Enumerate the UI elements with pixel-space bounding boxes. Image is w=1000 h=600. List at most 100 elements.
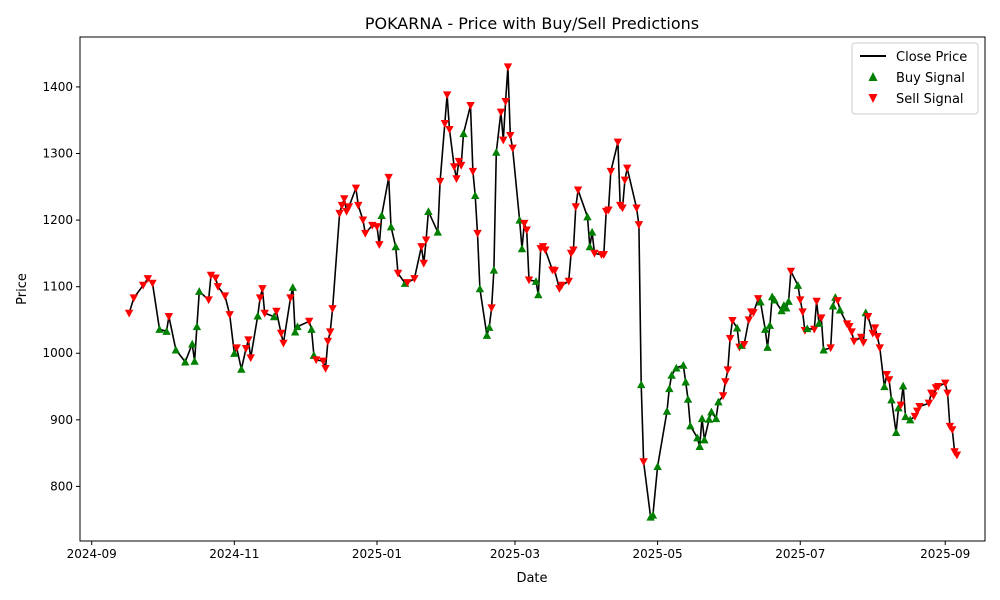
buy-signal-marker [765,321,775,329]
sell-signal-marker [138,281,148,290]
sell-signal-marker [739,341,749,349]
sell-signal-marker [456,161,466,170]
sell-signal-marker [129,294,138,303]
buy-signal-marker [237,365,246,373]
sell-signal-marker [340,195,349,203]
buy-signal-marker [732,323,742,332]
buy-signal-marker [760,325,770,333]
buy-signal-marker [253,311,262,320]
sell-signal-marker [487,304,496,313]
sell-signal-marker [466,102,475,110]
y-tick-label: 900 [50,413,73,427]
sell-signal-marker [723,366,732,375]
buy-signal-marker [155,325,164,333]
x-axis: 2024-09 2024-11 2025-01 2025-03 2025-05 2025-… [67,541,970,561]
sell-signal-marker [328,305,337,313]
sell-signal-marker [623,164,632,173]
sell-signal-marker [220,292,230,301]
y-axis: 800 900 1000 1100 1200 1300 1400 [42,80,80,493]
sell-signal-marker [613,138,623,147]
buy-signal-marker [756,297,765,306]
buy-signal-marker [583,212,592,221]
legend: Close Price Buy Signal Sell Signal [851,42,979,115]
sell-signal-marker [279,339,288,348]
sell-signal-marker [557,281,566,290]
buy-signal-marker [288,283,298,291]
sell-signal-marker [875,344,884,353]
buy-signal-marker [707,407,716,416]
buy-signal-marker [887,395,896,404]
sell-signal-marker [833,297,842,305]
buy-signal-marker [307,325,316,333]
sell-signal-marker [225,311,234,319]
sell-signal-marker [417,243,426,251]
sell-signal-marker [847,328,856,337]
sell-signal-marker [255,294,265,303]
buy-signal-marker [693,433,702,442]
sell-signal-marker [941,379,950,388]
buy-signal-marker [195,287,204,295]
sell-signal-marker [718,392,728,401]
sell-signal-marker [550,267,559,275]
sell-signal-marker [311,356,321,365]
legend-sell-label: Sell Signal [896,92,964,107]
sell-signal-marker [337,201,347,210]
sell-signal-marker [473,229,482,238]
buy-signal-marker [672,363,681,372]
buy-signal-marker [880,382,889,391]
buy-signal-marker [269,312,279,321]
legend-box [851,42,979,115]
plot-frame [79,36,986,542]
sell-signal-marker [276,329,286,338]
buy-signal-marker [679,361,688,369]
sell-signal-marker [286,294,295,303]
buy-signal-marker [901,412,910,421]
sell-signal-marker [206,271,216,280]
sell-signal-marker [870,324,880,333]
buy-signal-marker [386,222,396,231]
sell-signal-marker [164,313,174,321]
y-tick-label: 1000 [42,346,73,360]
sell-signal-marker [810,325,819,334]
buy-signal-marker [517,244,527,253]
sell-signal-marker [952,451,962,460]
sell-signal-marker [258,285,267,293]
buy-signal-marker [711,414,721,423]
x-tick-label: 2025-01 [352,547,402,561]
buy-signal-marker [585,242,594,251]
buy-signal-marker [784,297,793,305]
sell-signal-marker [211,274,220,283]
sell-signal-marker [440,119,450,128]
buy-signal-marker [686,421,695,430]
buy-signal-marker [485,323,494,331]
buy-signal-marker [459,129,468,138]
buy-signal-marker [587,227,597,236]
x-axis-label: Date [516,571,547,586]
sell-signal-marker [213,283,223,291]
sell-signal-marker [419,259,428,268]
x-tick-label: 2025-05 [633,547,683,561]
chart-title: POKARNA - Price with Buy/Sell Prediction… [365,14,699,33]
buy-signal-marker [828,301,838,310]
buy-signal-marker [695,442,704,451]
sell-signal-marker [410,275,419,283]
buy-signal-marker [777,306,786,315]
sell-signal-marker [260,309,269,318]
sell-signal-marker [948,426,957,435]
sell-signal-marker [786,267,796,276]
x-tick-label: 2025-03 [490,547,540,561]
sell-signal-marker [639,458,648,466]
x-tick-label: 2025-07 [775,547,825,561]
sell-signal-marker [934,382,943,391]
sell-signal-marker [522,226,531,235]
y-tick-label: 800 [50,479,73,493]
buy-signal-marker [704,414,714,423]
sell-signal-marker [244,336,253,345]
sell-signal-marker [859,339,868,347]
sell-signal-marker [344,203,354,211]
buy-signal-marker [894,403,903,412]
buy-signal-marker [424,207,433,216]
sell-signal-marker [241,345,251,353]
sell-signal-marker [826,344,835,353]
